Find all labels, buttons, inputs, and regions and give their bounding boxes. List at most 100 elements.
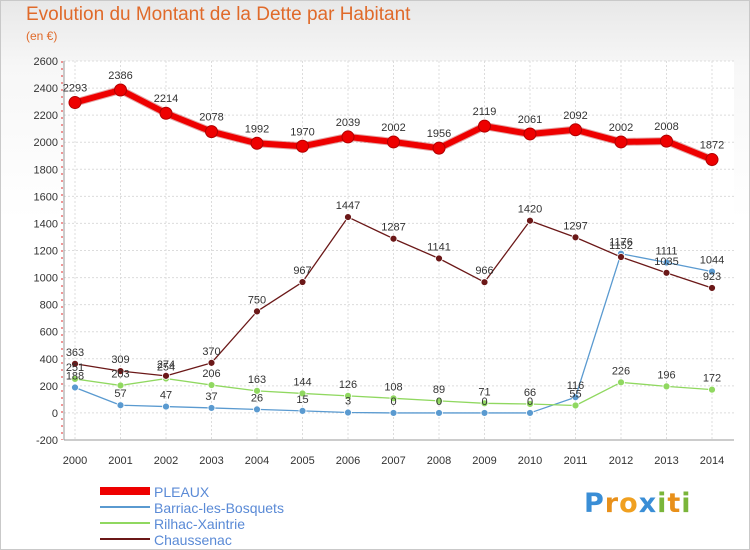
data-label: 1872 (700, 140, 724, 152)
y-tick-label: 2200 (34, 110, 58, 122)
legend-label: Barriac-les-Bosquets (154, 500, 284, 516)
data-point (71, 359, 79, 368)
data-label: 1970 (290, 126, 314, 138)
data-point (296, 139, 309, 153)
x-tick-label: 2013 (654, 455, 678, 467)
data-label: 750 (248, 294, 266, 306)
data-point (387, 135, 400, 149)
legend-label: Rilhac-Xaintrie (154, 516, 245, 532)
data-label: 1992 (245, 123, 269, 135)
data-point (344, 391, 352, 400)
data-point (389, 409, 398, 417)
data-point (526, 400, 534, 408)
x-tick-label: 2007 (381, 455, 405, 467)
data-label: 188 (66, 370, 84, 382)
x-tick-label: 2000 (63, 455, 87, 467)
x-tick-label: 2011 (564, 455, 588, 467)
data-point (68, 96, 82, 110)
data-point (435, 409, 443, 417)
data-point (617, 253, 625, 261)
data-label: 172 (703, 373, 721, 385)
proxiti-logo: Proxiti (584, 488, 692, 519)
data-label: 2061 (518, 114, 542, 126)
data-point (526, 409, 534, 417)
data-label: 1287 (381, 222, 405, 234)
data-point (705, 153, 719, 167)
data-label: 0 (481, 396, 487, 408)
chart-title: Evolution du Montant de la Dette par Hab… (26, 4, 411, 25)
data-point (298, 389, 307, 398)
data-point (250, 136, 264, 150)
data-point (253, 405, 261, 414)
data-point (116, 381, 125, 390)
data-point (708, 385, 716, 394)
y-tick-label: 1800 (34, 164, 58, 176)
data-point (389, 394, 398, 403)
y-tick-label: 2400 (34, 83, 58, 95)
data-point (253, 307, 261, 316)
data-point (159, 106, 173, 120)
data-point (571, 393, 580, 402)
data-point (116, 401, 125, 410)
y-tick-label: -200 (36, 435, 58, 447)
data-label: 2119 (473, 106, 497, 118)
data-point (207, 358, 216, 367)
x-tick-label: 2002 (154, 455, 178, 467)
data-label: 71 (478, 386, 490, 398)
data-point (341, 130, 355, 144)
data-label: 1956 (427, 128, 451, 140)
x-tick-label: 2010 (518, 455, 542, 467)
data-label: 1111 (655, 246, 677, 258)
data-point (660, 134, 673, 148)
chart-subtitle: (en €) (26, 29, 58, 43)
data-label: 126 (339, 379, 357, 391)
data-label: 0 (527, 396, 533, 408)
data-point (435, 254, 443, 263)
data-label: 2092 (563, 110, 587, 122)
legend-label: PLEAUX (154, 484, 210, 500)
y-tick-label: 0 (52, 408, 58, 420)
data-label: 254 (157, 362, 175, 374)
data-label: 1044 (700, 255, 724, 267)
x-tick-label: 2014 (700, 455, 724, 467)
y-tick-label: 400 (40, 354, 58, 366)
data-label: 1297 (563, 220, 587, 232)
x-tick-label: 2004 (245, 455, 269, 467)
data-point (478, 119, 491, 133)
data-point (662, 268, 671, 277)
data-label: 206 (202, 368, 220, 380)
data-point (344, 213, 352, 221)
data-point (662, 258, 671, 267)
data-label: 2214 (154, 93, 178, 105)
data-point (523, 127, 537, 141)
data-label: 923 (703, 271, 721, 283)
data-label: 2002 (381, 122, 405, 134)
y-tick-label: 1200 (34, 246, 58, 258)
y-tick-label: 2000 (34, 137, 58, 149)
data-point (708, 267, 716, 276)
data-label: 196 (657, 369, 675, 381)
data-label: 1447 (336, 200, 360, 212)
data-label: 2078 (199, 112, 223, 124)
data-point (617, 378, 625, 387)
data-label: 26 (251, 392, 263, 404)
data-label: 967 (293, 265, 311, 277)
data-point (207, 404, 216, 412)
data-point (480, 409, 489, 417)
x-tick-label: 2006 (336, 455, 360, 467)
x-tick-label: 2001 (108, 455, 132, 467)
data-label: 55 (569, 388, 581, 400)
data-point (708, 284, 716, 292)
data-label: 2039 (336, 117, 360, 129)
data-label: 37 (205, 391, 217, 403)
data-point (298, 406, 307, 415)
data-label: 15 (296, 394, 308, 406)
data-point (571, 233, 580, 242)
x-tick-label: 2003 (199, 455, 223, 467)
data-label: 47 (160, 390, 172, 402)
data-point (71, 375, 79, 383)
data-label: 144 (293, 376, 311, 388)
data-label: 226 (612, 365, 630, 377)
data-point (344, 408, 352, 417)
